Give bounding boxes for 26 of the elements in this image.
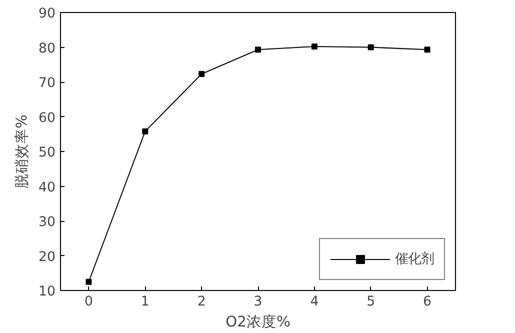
y-tick-label: 30 [38,215,56,230]
y-tick-label: 90 [38,6,56,22]
point [86,278,92,285]
x-tick-label: 1 [140,294,150,310]
x-tick-label: 4 [310,294,319,310]
x-tick-label: 5 [366,294,376,310]
point [255,46,261,53]
point [198,71,205,78]
y-axis-title: 脱硝效率% [14,114,31,188]
legend-label: 催化剂 [395,250,434,268]
y-tick-label: 70 [38,76,56,91]
y-tick-label: 80 [38,41,56,56]
x-axis-title: O2浓度% [226,314,290,330]
x-tick-label: 6 [423,294,432,310]
point [311,44,318,50]
y-tick-label: 20 [38,250,56,265]
y-tick-label: 40 [38,180,56,196]
point [142,128,148,134]
point [368,44,374,50]
y-tick-label: 10 [38,284,56,300]
y-tick-label: 50 [38,146,56,160]
point [424,46,430,53]
x-tick-label: 3 [254,294,262,310]
x-tick-label: 0 [84,294,93,310]
x-tick-label: 2 [197,294,206,310]
y-tick-label: 60 [38,110,56,126]
